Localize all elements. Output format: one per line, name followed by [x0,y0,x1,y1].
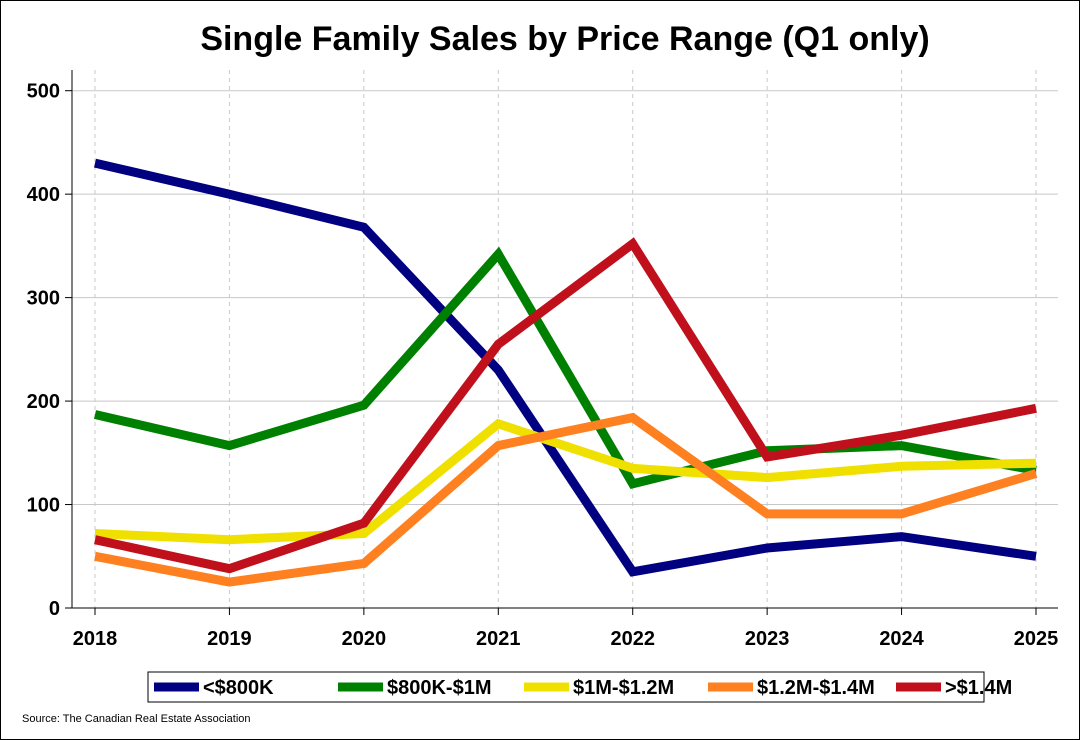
x-tick-label: 2018 [73,628,118,650]
series-line-4 [94,412,1038,587]
x-tick-label: 2023 [745,628,790,650]
legend: <$800K $800K-$1M $1M-$1.2M $1.2M-$1.4M >$1.4… [147,671,1012,703]
grid [72,70,1058,608]
legend-label: $1M-$1.2M [573,677,674,699]
y-tick-label: 200 [27,391,60,413]
x-tick-label: 2020 [342,628,387,650]
chart-title: Single Family Sales by Price Range (Q1 o… [200,20,929,58]
x-tick-label: 2019 [207,628,252,650]
source-note: Source: The Canadian Real Estate Associa… [22,713,251,725]
legend-label: $800K-$1M [387,677,492,699]
series-line-3 [94,418,1037,545]
series-lines [93,158,1038,587]
y-tick-label: 500 [27,81,60,103]
y-tick-label: 300 [27,288,60,310]
y-tick-label: 100 [27,495,60,517]
series-line-5 [94,237,1037,574]
legend-label: >$1.4M [945,677,1012,699]
x-tick-label: 2025 [1014,628,1059,650]
axes: 0 100 200 300 400 500 2018 2019 2020 2021 2022 2023… [27,70,1059,650]
series-line-2 [93,246,1037,489]
legend-label: $1.2M-$1.4M [757,677,875,699]
legend-label: <$800K [203,677,274,699]
x-tick-label: 2022 [610,628,655,650]
x-tick-label: 2024 [879,628,924,650]
series-line-1 [93,158,1037,577]
y-tick-label: 400 [27,184,60,206]
y-tick-label: 0 [49,598,60,620]
x-tick-label: 2021 [476,628,521,650]
